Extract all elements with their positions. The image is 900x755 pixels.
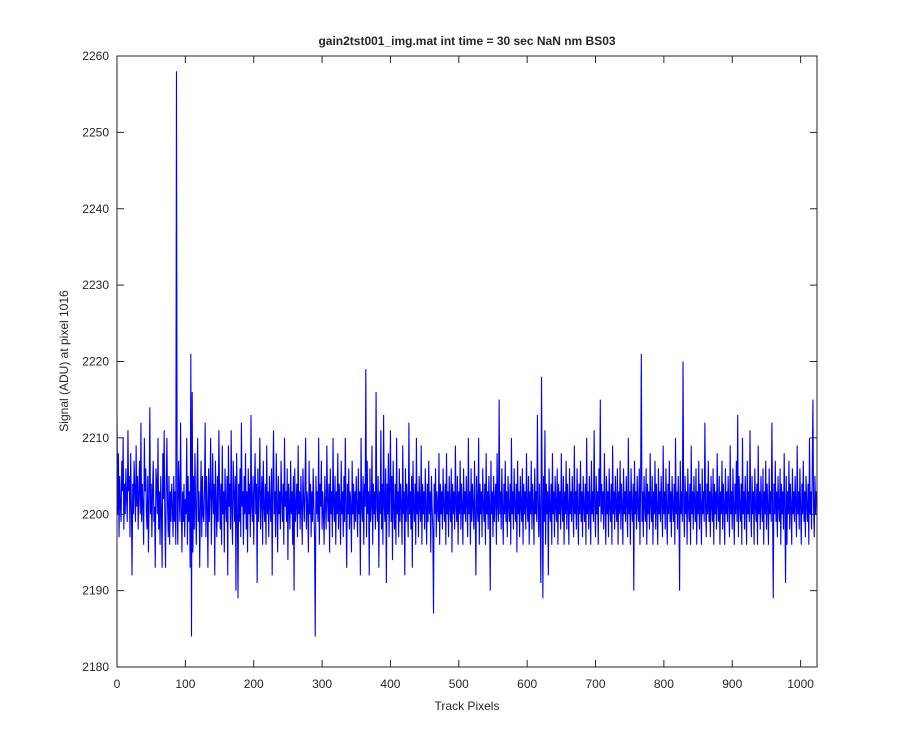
y-tick-label: 2200 (82, 507, 109, 521)
x-tick-label: 300 (312, 677, 332, 691)
chart-title: gain2tst001_img.mat int time = 30 sec Na… (318, 34, 615, 48)
data-line (116, 71, 817, 637)
y-tick-label: 2190 (82, 584, 109, 598)
x-axis-label: Track Pixels (435, 699, 500, 713)
x-tick-label: 1000 (787, 677, 814, 691)
x-tick-label: 0 (114, 677, 121, 691)
y-axis-label: Signal (ADU) at pixel 1016 (57, 290, 71, 432)
x-tick-label: 900 (722, 677, 742, 691)
y-tick-label: 2210 (82, 431, 109, 445)
y-tick-label: 2180 (82, 660, 109, 674)
x-tick-label: 500 (449, 677, 469, 691)
y-tick-label: 2250 (82, 125, 109, 139)
x-tick-label: 200 (244, 677, 264, 691)
y-tick-label: 2260 (82, 49, 109, 63)
x-tick-label: 600 (517, 677, 537, 691)
axes-box (116, 55, 818, 668)
y-tick-label: 2220 (82, 355, 109, 369)
x-tick-label: 700 (586, 677, 606, 691)
x-tick-label: 100 (175, 677, 195, 691)
y-tick-label: 2230 (82, 278, 109, 292)
y-tick-label: 2240 (82, 202, 109, 216)
x-tick-label: 400 (380, 677, 400, 691)
x-tick-label: 800 (654, 677, 674, 691)
